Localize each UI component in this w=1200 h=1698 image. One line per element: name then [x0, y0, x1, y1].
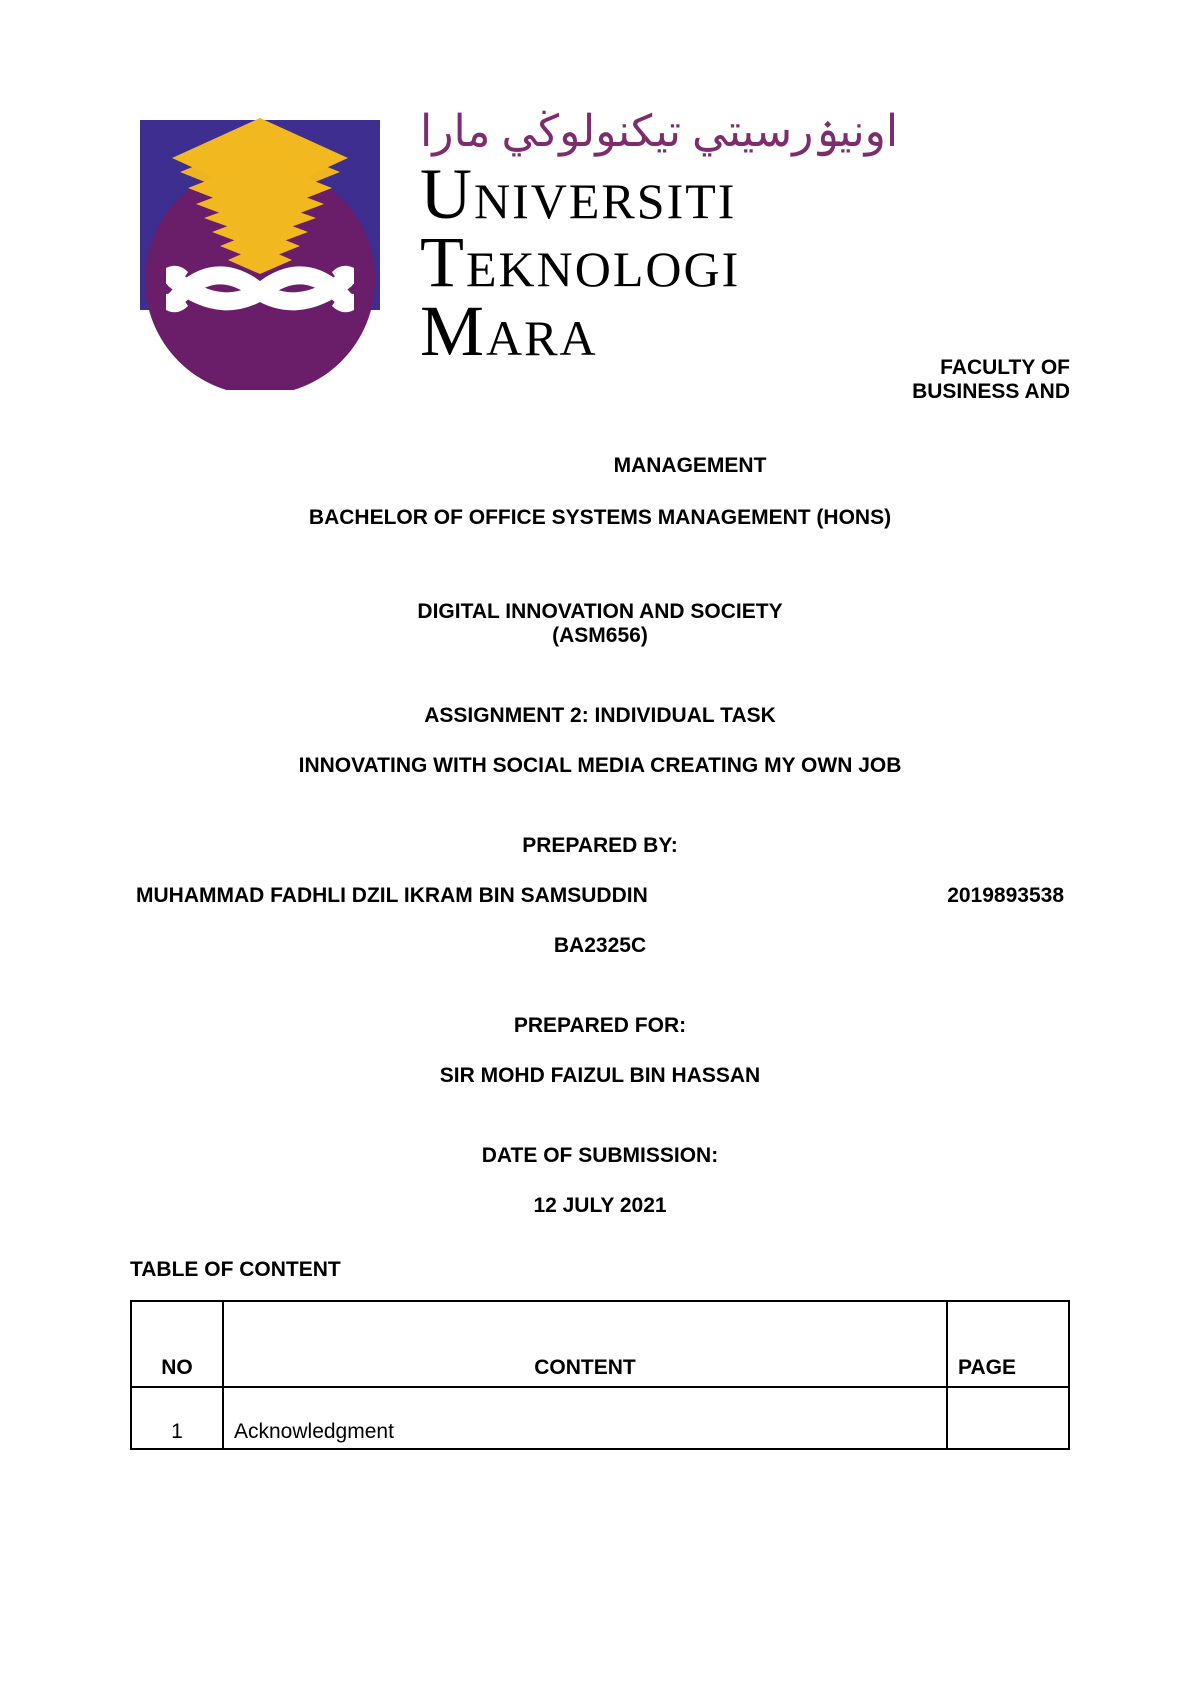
toc-row-page [947, 1387, 1069, 1449]
assignment-topic: INNOVATING WITH SOCIAL MEDIA CREATING MY… [130, 754, 1070, 778]
header-block: اونيۏرسيتي تيكنولوڬي مارا Universiti Tek… [130, 110, 1070, 440]
lecturer-name: SIR MOHD FAIZUL BIN HASSAN [130, 1064, 1070, 1088]
toc-header-row: NO CONTENT PAGE [131, 1301, 1069, 1387]
prepared-by-label: PREPARED BY: [130, 834, 1070, 858]
uitm-logo-icon [130, 110, 390, 390]
university-logotype: اونيۏرسيتي تيكنولوڬي مارا Universiti Tek… [420, 110, 918, 365]
student-row: MUHAMMAD FADHLI DZIL IKRAM BIN SAMSUDDIN… [130, 884, 1070, 908]
faculty-label: FACULTY OF BUSINESS AND [912, 356, 1070, 404]
toc-row-no: 1 [131, 1387, 223, 1449]
toc-table: NO CONTENT PAGE 1 Acknowledgment [130, 1300, 1070, 1450]
assignment-title: ASSIGNMENT 2: INDIVIDUAL TASK [130, 704, 1070, 728]
toc-row-content: Acknowledgment [223, 1387, 947, 1449]
toc-col-page: PAGE [947, 1301, 1069, 1387]
document-page: اونيۏرسيتي تيكنولوڬي مارا Universiti Tek… [0, 0, 1200, 1510]
table-row: 1 Acknowledgment [131, 1387, 1069, 1449]
university-name: Universiti Teknologi Mara [420, 160, 918, 365]
student-group: BA2325C [130, 934, 1070, 958]
programme-title: BACHELOR OF OFFICE SYSTEMS MANAGEMENT (H… [130, 506, 1070, 530]
course-title: DIGITAL INNOVATION AND SOCIETY [130, 600, 1070, 624]
jawi-script: اونيۏرسيتي تيكنولوڬي مارا [420, 110, 918, 154]
management-line: MANAGEMENT [310, 454, 1070, 478]
student-name: MUHAMMAD FADHLI DZIL IKRAM BIN SAMSUDDIN [136, 884, 648, 908]
toc-col-no: NO [131, 1301, 223, 1387]
prepared-for-label: PREPARED FOR: [130, 1014, 1070, 1038]
toc-title: TABLE OF CONTENT [130, 1258, 1070, 1282]
submission-label: DATE OF SUBMISSION: [130, 1144, 1070, 1168]
student-id: 2019893538 [947, 884, 1064, 908]
toc-col-content: CONTENT [223, 1301, 947, 1387]
submission-date: 12 JULY 2021 [130, 1194, 1070, 1218]
course-code: (ASM656) [130, 624, 1070, 648]
